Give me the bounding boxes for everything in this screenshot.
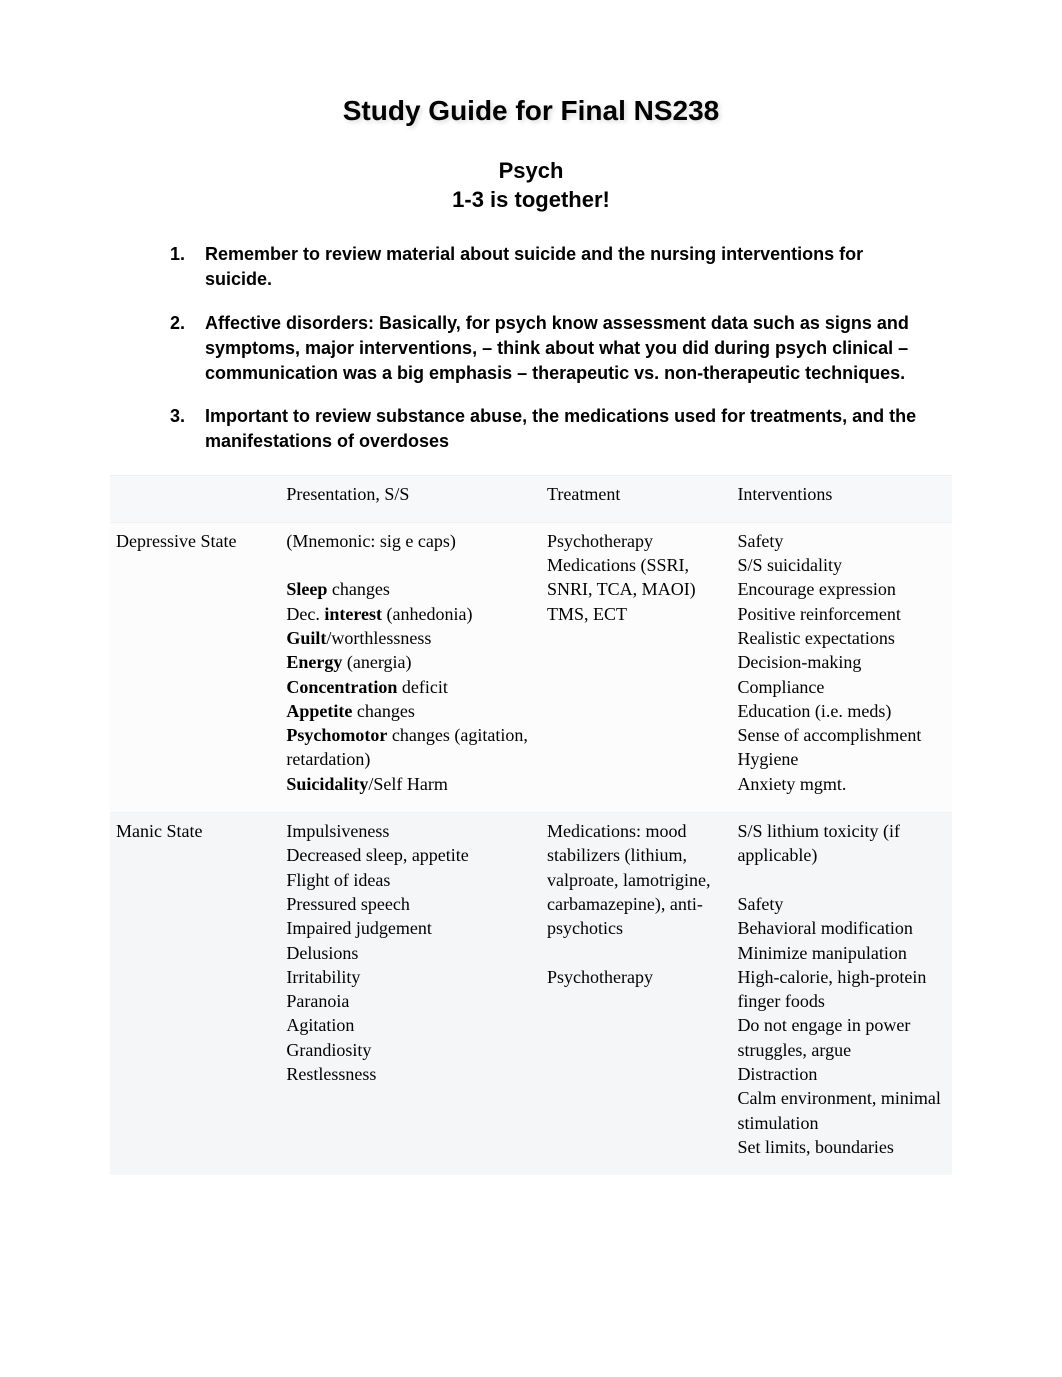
cell-presentation: (Mnemonic: sig e caps)Sleep changesDec. … — [280, 522, 541, 812]
list-text: Affective disorders: Basically, for psyc… — [205, 313, 909, 383]
table-header-row: Presentation, S/S Treatment Intervention… — [110, 475, 952, 522]
table-row: Depressive State (Mnemonic: sig e caps)S… — [110, 522, 952, 812]
affective-disorders-table: Presentation, S/S Treatment Intervention… — [110, 475, 952, 1176]
list-number: 3. — [170, 404, 185, 429]
header-cell-blank — [110, 475, 280, 522]
list-item: 1. Remember to review material about sui… — [205, 242, 922, 292]
subtitle: Psych 1-3 is together! — [110, 157, 952, 214]
numbered-list: 1. Remember to review material about sui… — [110, 242, 952, 454]
cell-presentation: ImpulsivenessDecreased sleep, appetiteFl… — [280, 813, 541, 1176]
list-number: 2. — [170, 311, 185, 336]
subtitle-line-1: Psych — [499, 158, 564, 183]
cell-interventions: S/S lithium toxicity (if applicable)Safe… — [731, 813, 952, 1176]
header-cell-interventions: Interventions — [731, 475, 952, 522]
cell-interventions: SafetyS/S suicidalityEncourage expressio… — [731, 522, 952, 812]
list-text: Important to review substance abuse, the… — [205, 406, 916, 451]
list-item: 2. Affective disorders: Basically, for p… — [205, 311, 922, 387]
table-row: Manic State ImpulsivenessDecreased sleep… — [110, 813, 952, 1176]
row-label: Manic State — [110, 813, 280, 1176]
list-item: 3. Important to review substance abuse, … — [205, 404, 922, 454]
main-title: Study Guide for Final NS238 — [110, 95, 952, 127]
cell-treatment: Medications: mood stabilizers (lithium, … — [541, 813, 731, 1176]
subtitle-line-2: 1-3 is together! — [452, 187, 610, 212]
header-cell-treatment: Treatment — [541, 475, 731, 522]
list-number: 1. — [170, 242, 185, 267]
document-page: Study Guide for Final NS238 Psych 1-3 is… — [0, 0, 1062, 1255]
row-label: Depressive State — [110, 522, 280, 812]
cell-treatment: PsychotherapyMedications (SSRI, SNRI, TC… — [541, 522, 731, 812]
header-cell-presentation: Presentation, S/S — [280, 475, 541, 522]
list-text: Remember to review material about suicid… — [205, 244, 863, 289]
